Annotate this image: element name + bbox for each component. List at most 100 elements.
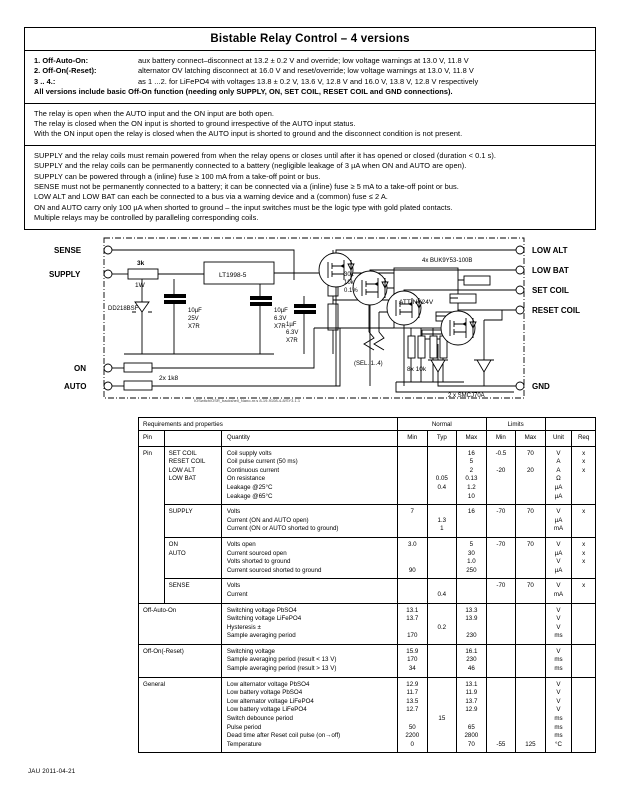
- row-limit-max: [515, 602, 546, 645]
- table-row: SENSE Volts Current 0.4 -70 70 V mA x: [139, 578, 596, 604]
- row-limit-min: -0.5 -20: [485, 445, 517, 506]
- version-line: 3 .. 4.: as 1 ...2. for LiFePO4 with volt…: [34, 77, 588, 87]
- row-quantity: Volts Current (ON and AUTO open) Current…: [220, 504, 398, 538]
- versions-section: 1. Off-Auto-On: aux battery connect–disco…: [25, 51, 595, 104]
- pin-label-gnd: GND: [532, 382, 550, 391]
- row-req: x: [571, 504, 596, 538]
- col-header-req: Req: [571, 430, 596, 447]
- row-min: [396, 578, 428, 604]
- table-body: Requirements and properties Normal Limit…: [138, 417, 597, 754]
- row-signal: SET COIL RESET COIL LOW ALT LOW BAT: [163, 445, 222, 506]
- label-cap1: 10µF: [188, 308, 202, 314]
- row-limit-max: 70: [515, 504, 546, 538]
- label-cap2: X7R: [274, 324, 286, 330]
- row-limit-min: -70: [485, 536, 517, 580]
- row-max: [456, 578, 487, 604]
- versions-note: All versions include basic Off-On functi…: [34, 87, 453, 97]
- version-line: 1. Off-Auto-On: aux battery connect–disco…: [34, 56, 588, 66]
- note-line: SUPPLY and the relay coils must remain p…: [34, 150, 497, 160]
- label-cap3: 6.3V: [286, 330, 298, 336]
- footer-revision: JAU 2011-04-21: [28, 768, 76, 775]
- table-row: Off-On(-Reset) Switching voltage Sample …: [138, 643, 596, 678]
- col-header-pin: Pin: [138, 430, 165, 447]
- row-unit: V µA V µA: [544, 536, 573, 580]
- row-signal: SUPPLY: [163, 504, 222, 538]
- row-limit-max: 70 20: [515, 445, 546, 506]
- pin-label-auto: AUTO: [64, 382, 87, 391]
- row-typ: 0.4: [426, 578, 458, 604]
- col-header-unit: Unit: [544, 430, 573, 447]
- relay-logic-line: With the ON input open the relay is clos…: [34, 129, 463, 139]
- row-typ: 0.2: [426, 602, 458, 645]
- row-unit: V ms ms: [544, 643, 573, 678]
- note-line: LOW ALT and LOW BAT can each be connecte…: [34, 192, 388, 202]
- group-label-general: General: [138, 676, 222, 754]
- row-typ: 1.3 1: [426, 504, 458, 538]
- row-unit: V µA mA: [544, 504, 573, 538]
- page-title: Bistable Relay Control – 4 versions: [25, 28, 595, 51]
- version-label: 2. Off-On(-Reset):: [34, 66, 97, 76]
- row-limit-max: [515, 643, 546, 678]
- pin-label-supply: SUPPLY: [49, 270, 81, 279]
- row-unit: V V V V ms ms ms °C: [544, 676, 573, 754]
- label-regulator: LT1998-5: [219, 272, 247, 279]
- pin-label-low-alt: LOW ALT: [532, 246, 568, 255]
- relay-logic-line: The relay is open when the AUTO input an…: [34, 108, 274, 118]
- specification-box: Bistable Relay Control – 4 versions 1. O…: [24, 27, 596, 230]
- label-cap1: 25V: [188, 316, 199, 322]
- version-text: alternator OV latching disconnect at 16.…: [138, 66, 474, 76]
- label-input-resistor-value: 3k: [137, 260, 145, 267]
- label-cap1: X7R: [188, 324, 200, 330]
- row-quantity: Switching voltage Sample averaging perio…: [220, 643, 398, 678]
- label-divider: 30k: [344, 272, 355, 278]
- label-diode: DD218BSF: [108, 306, 139, 312]
- row-max: 16 5 2 0.13 1.2 10: [456, 445, 487, 506]
- row-max: 13.1 11.9 13.7 12.9 65 2800 70: [456, 676, 487, 754]
- version-text: as 1 ...2. for LiFePO4 with voltages 13.…: [138, 76, 479, 86]
- note-line: ON and AUTO carry only 100 µA when short…: [34, 202, 453, 212]
- label-input-resistor-power: 1W: [135, 282, 146, 289]
- row-req: [571, 676, 596, 754]
- row-min: 13.1 13.7 170: [396, 602, 428, 645]
- row-quantity: Volts Current: [220, 578, 398, 604]
- row-max: 16: [456, 504, 487, 538]
- col-header-min: Min: [396, 430, 428, 447]
- label-mosfets: 4x BUK9Y53-100B: [422, 258, 472, 264]
- row-req: [571, 643, 596, 678]
- pin-label-sense: SENSE: [54, 246, 82, 255]
- row-min: 12.9 11.7 13.5 12.7 50 2200 0: [396, 676, 428, 754]
- row-req: x: [571, 578, 596, 604]
- row-quantity: Switching voltage PbSO4 Switching voltag…: [220, 602, 398, 645]
- group-label-pin: Pin: [138, 445, 165, 604]
- relay-logic-section: The relay is open when the AUTO input an…: [25, 104, 595, 146]
- version-label: 1. Off-Auto-On:: [34, 56, 89, 65]
- note-line: SENSE must not be permanently connected …: [34, 182, 459, 192]
- row-limit-max: 70: [515, 578, 546, 604]
- label-divider: 0.1%: [344, 288, 358, 294]
- row-min: 3.0 90: [396, 536, 428, 580]
- label-tvs: 2 x SMCJ70A: [448, 393, 485, 399]
- col-header-limit-min: Min: [485, 430, 517, 447]
- label-sel: (SEL. 1..4): [354, 361, 383, 367]
- row-req: [571, 602, 596, 645]
- connection-notes-section: SUPPLY and the relay coils must remain p…: [25, 146, 595, 229]
- row-unit: V A A Ω µA µA: [544, 445, 573, 506]
- version-text: aux battery connect–disconnect at 13.2 ±…: [138, 56, 469, 65]
- table-header-group-row: Requirements and properties Normal Limit…: [138, 417, 597, 431]
- group-header-normal: Normal: [396, 417, 487, 431]
- label-input-resistors: 2x 1k8: [159, 375, 179, 382]
- table-header-row: Pin Quantity Min Typ Max Min Max Unit Re…: [138, 430, 596, 447]
- label-cap2: 10µF: [274, 308, 288, 314]
- col-header-typ: Typ: [426, 430, 458, 447]
- version-line: 2. Off-On(-Reset): alternator OV latching…: [34, 66, 588, 76]
- row-max: 5 30 1.0 250: [456, 536, 487, 580]
- row-unit: V mA: [544, 578, 573, 604]
- row-quantity: Low alternator voltage PbSO4 Low battery…: [220, 676, 398, 754]
- row-limit-min: -70: [485, 578, 517, 604]
- row-min: 7: [396, 504, 428, 538]
- note-line: SUPPLY can be powered through a (inline)…: [34, 171, 321, 181]
- row-limit-min: -70: [485, 504, 517, 538]
- row-limit-min: [485, 602, 517, 645]
- note-line: SUPPLY and the relay coils can be perman…: [34, 161, 467, 171]
